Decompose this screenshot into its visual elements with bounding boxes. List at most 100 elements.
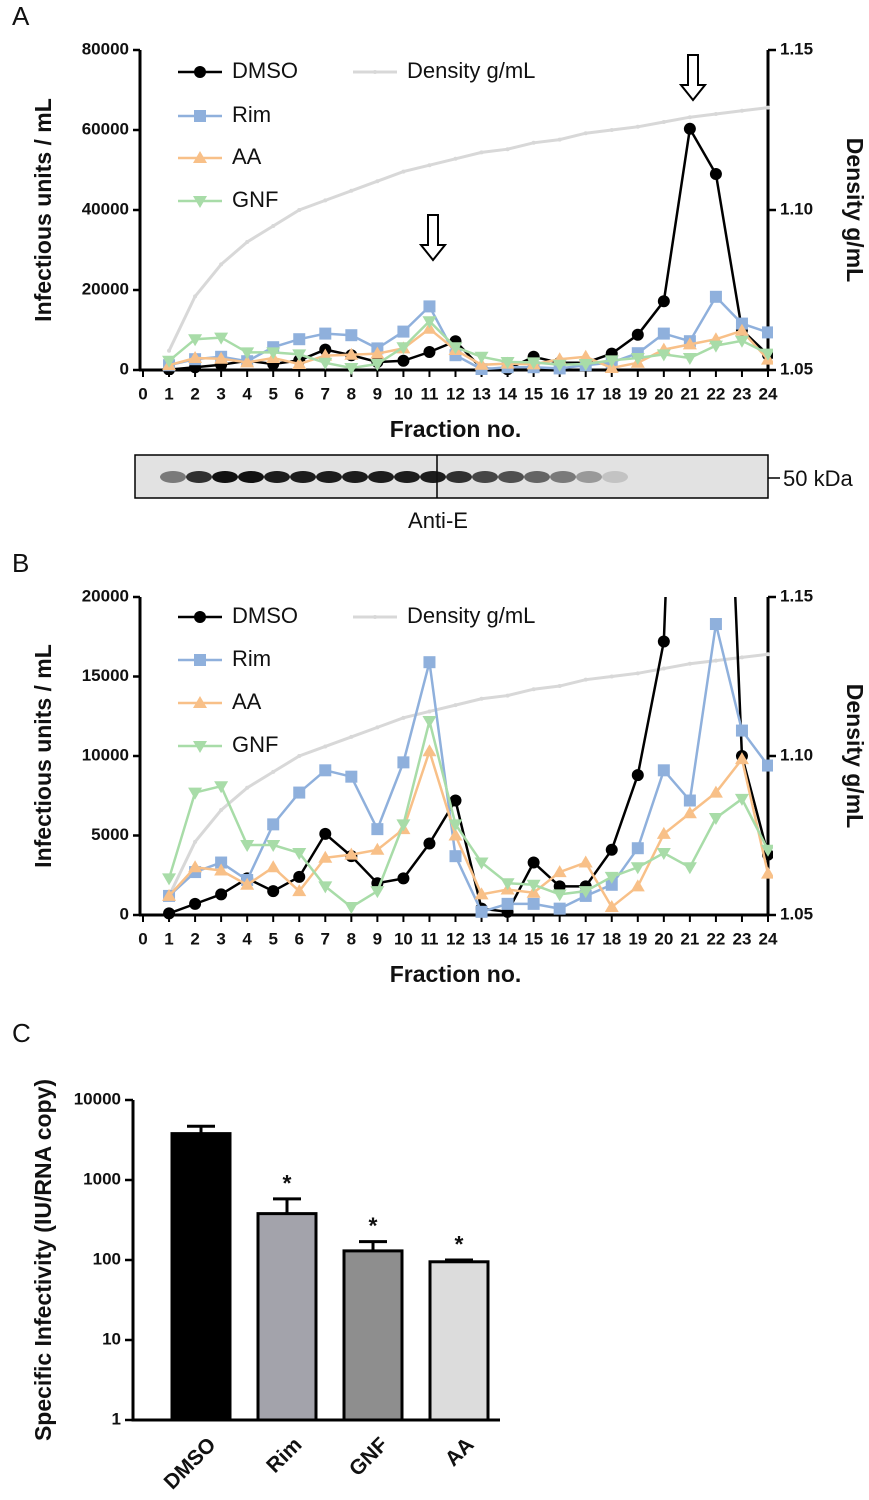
marker — [401, 169, 406, 174]
marker — [193, 839, 198, 844]
legend-label: DMSO — [232, 58, 298, 83]
marker — [266, 860, 281, 873]
marker — [682, 862, 697, 875]
marker — [188, 860, 203, 873]
marker — [318, 881, 333, 894]
blot-band — [472, 471, 498, 483]
marker — [189, 897, 202, 910]
marker — [734, 323, 749, 336]
marker — [709, 618, 722, 631]
x-tick-label: 18 — [602, 929, 621, 948]
marker — [505, 147, 510, 152]
marker — [219, 262, 224, 267]
x-tick-label: 16 — [550, 384, 569, 403]
blot-band — [212, 471, 238, 483]
x-tick-label: 8 — [347, 929, 356, 948]
marker — [349, 734, 354, 739]
marker — [318, 850, 333, 863]
marker — [657, 635, 670, 648]
marker — [319, 764, 332, 777]
marker — [397, 325, 410, 338]
marker — [188, 351, 203, 363]
y-tick-label: 1000 — [83, 1169, 121, 1188]
marker — [656, 847, 671, 860]
marker — [526, 879, 541, 892]
marker — [344, 347, 359, 360]
marker — [318, 348, 333, 361]
x-tick-label: 5 — [268, 384, 277, 403]
y-tick-label: 10000 — [82, 745, 129, 764]
x-tick-label: 10 — [394, 384, 413, 403]
marker — [766, 652, 770, 657]
marker — [708, 813, 723, 826]
y-tick-label: 60000 — [82, 119, 129, 138]
marker — [422, 744, 437, 757]
marker — [194, 611, 206, 623]
marker — [271, 224, 276, 228]
x-tick-label: Rim — [262, 1433, 306, 1477]
marker — [188, 787, 203, 800]
marker — [422, 316, 437, 329]
marker — [293, 333, 306, 346]
marker — [162, 888, 177, 901]
x-tick-label: 23 — [732, 929, 751, 948]
marker — [370, 886, 385, 899]
x-tick-label: AA — [441, 1433, 479, 1471]
marker — [215, 888, 228, 901]
plot-area — [162, 105, 773, 375]
series-line — [167, 720, 770, 909]
marker — [214, 781, 229, 794]
marker — [604, 900, 619, 913]
x-tick-label: 0 — [138, 929, 147, 948]
marker — [657, 327, 670, 340]
blot-band — [576, 471, 602, 483]
marker — [397, 756, 410, 769]
marker — [214, 332, 229, 345]
marker — [713, 112, 718, 116]
legend-label: DMSO — [232, 603, 298, 628]
marker — [657, 295, 670, 308]
significance: * — [455, 1231, 464, 1257]
x-tick-label: 1 — [164, 929, 173, 948]
x-tick-label: 16 — [550, 929, 569, 948]
x-tick-label: 17 — [576, 384, 595, 403]
marker — [527, 856, 540, 869]
marker — [761, 844, 773, 857]
y-tick-label: 5000 — [91, 825, 129, 844]
marker — [474, 887, 489, 900]
marker — [739, 108, 744, 113]
marker — [319, 327, 332, 340]
marker — [735, 317, 748, 330]
blot-band — [264, 471, 290, 483]
marker — [709, 290, 722, 303]
marker — [656, 826, 671, 839]
marker — [240, 347, 255, 360]
marker — [292, 847, 307, 860]
marker — [531, 140, 536, 145]
x-tick-label: 15 — [524, 929, 543, 948]
legend-label: GNF — [232, 187, 278, 212]
marker — [371, 823, 384, 836]
marker — [682, 337, 697, 350]
blot-band — [316, 471, 342, 483]
western-blot — [134, 454, 780, 499]
x-tick-label: DMSO — [160, 1433, 221, 1494]
marker — [370, 359, 385, 371]
x-tick-label: 24 — [759, 929, 778, 948]
marker — [375, 179, 380, 184]
marker — [657, 764, 670, 777]
marker — [505, 693, 510, 698]
marker — [687, 661, 692, 666]
marker — [345, 770, 358, 783]
significance: * — [369, 1213, 378, 1239]
y-tick-label: 20000 — [82, 279, 129, 298]
y-tick-label: 40000 — [82, 199, 129, 218]
marker — [605, 843, 618, 856]
x-tick-label: 17 — [576, 929, 595, 948]
blot-label: Anti-E — [408, 508, 468, 533]
x-tick-label: 24 — [759, 384, 778, 403]
marker — [214, 863, 229, 876]
marker — [370, 346, 385, 359]
marker — [609, 674, 614, 679]
